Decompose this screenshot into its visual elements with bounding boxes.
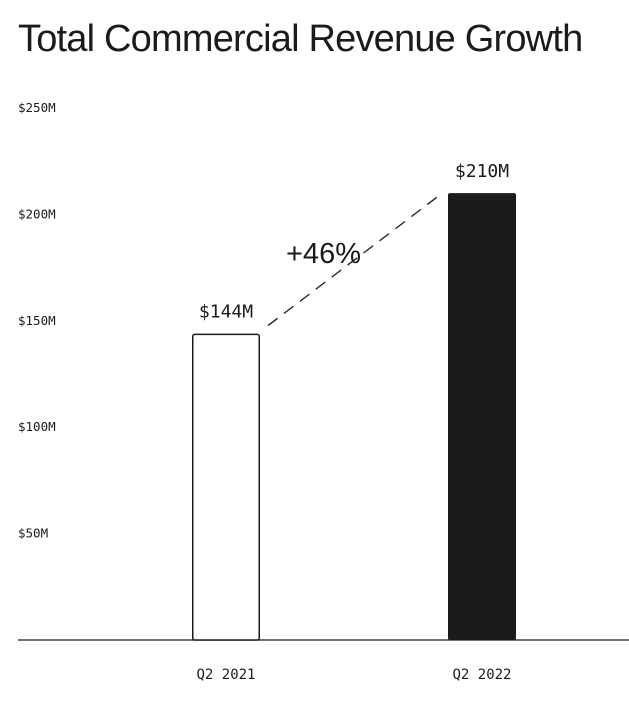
bar-q2-2021 xyxy=(192,333,260,641)
bar-value-labels: $144M $210M xyxy=(199,161,509,322)
chart-title: Total Commercial Revenue Growth xyxy=(18,18,583,60)
y-tick-label: $250M xyxy=(18,100,56,115)
y-tick-label: $50M xyxy=(18,526,48,541)
y-tick-label: $200M xyxy=(18,206,56,221)
y-tick-label: $150M xyxy=(18,313,56,328)
growth-connector-line xyxy=(267,193,442,327)
growth-annotation: +46% xyxy=(286,238,361,270)
bar-value-label: $210M xyxy=(455,161,509,182)
x-axis-category-labels: Q2 2021 Q2 2022 xyxy=(196,667,511,683)
bar-value-label: $144M xyxy=(199,302,253,323)
x-category-label: Q2 2021 xyxy=(196,667,255,683)
y-axis-ticks: $50M $100M $150M $200M $250M xyxy=(18,100,56,541)
x-category-label: Q2 2022 xyxy=(452,667,511,683)
bar-q2-2022 xyxy=(448,193,516,640)
y-tick-label: $100M xyxy=(18,419,56,434)
bars xyxy=(192,193,516,641)
